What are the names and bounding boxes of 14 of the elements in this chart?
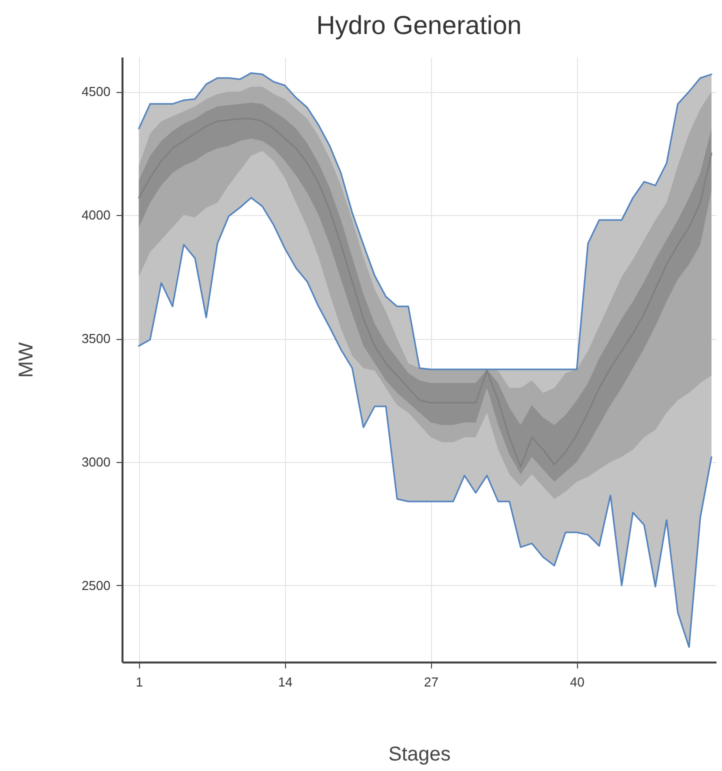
x-tick-label: 27 <box>424 674 439 690</box>
y-tick-label: 3000 <box>82 454 110 470</box>
line-series <box>138 197 712 648</box>
line-series <box>138 72 712 370</box>
y-tick-label: 2500 <box>82 578 110 593</box>
x-tick-label: 1 <box>136 674 143 690</box>
y-tick-label: 4500 <box>82 84 110 100</box>
chart-title: Hydro Generation <box>316 10 522 40</box>
y-axis-title: MW <box>16 342 38 378</box>
y-tick-label: 3500 <box>82 331 110 346</box>
x-tick-label: 14 <box>278 674 293 690</box>
x-tick-label: 40 <box>570 674 584 690</box>
x-axis-title: Stages <box>388 744 451 766</box>
y-tick-label: 4000 <box>82 208 110 223</box>
